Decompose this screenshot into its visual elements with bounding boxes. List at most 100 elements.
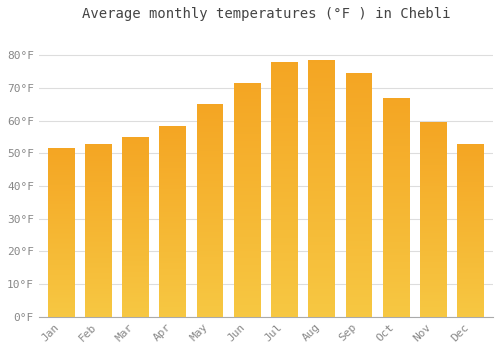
- Bar: [48, 174, 74, 175]
- Bar: [196, 217, 224, 219]
- Bar: [308, 86, 335, 88]
- Bar: [48, 160, 74, 162]
- Bar: [271, 304, 298, 307]
- Bar: [48, 244, 74, 246]
- Bar: [85, 282, 112, 284]
- Bar: [196, 174, 224, 176]
- Bar: [234, 228, 260, 230]
- Bar: [308, 96, 335, 99]
- Title: Average monthly temperatures (°F ) in Chebli: Average monthly temperatures (°F ) in Ch…: [82, 7, 450, 21]
- Bar: [160, 265, 186, 267]
- Bar: [458, 308, 484, 310]
- Bar: [271, 148, 298, 151]
- Bar: [383, 159, 409, 161]
- Bar: [271, 233, 298, 235]
- Bar: [85, 235, 112, 237]
- Bar: [308, 163, 335, 165]
- Bar: [196, 295, 224, 298]
- Bar: [383, 238, 409, 240]
- Bar: [196, 130, 224, 132]
- Bar: [85, 149, 112, 150]
- Bar: [458, 204, 484, 206]
- Bar: [160, 194, 186, 196]
- Bar: [346, 168, 372, 171]
- Bar: [420, 303, 447, 305]
- Bar: [122, 302, 149, 304]
- Bar: [196, 145, 224, 147]
- Bar: [48, 238, 74, 239]
- Bar: [458, 220, 484, 222]
- Bar: [458, 201, 484, 202]
- Bar: [160, 190, 186, 192]
- Bar: [458, 197, 484, 199]
- Bar: [420, 227, 447, 229]
- Bar: [160, 202, 186, 204]
- Bar: [234, 205, 260, 207]
- Bar: [346, 139, 372, 141]
- Bar: [420, 229, 447, 231]
- Bar: [196, 274, 224, 277]
- Bar: [383, 247, 409, 249]
- Bar: [122, 182, 149, 184]
- Bar: [196, 104, 224, 106]
- Bar: [234, 230, 260, 233]
- Bar: [271, 212, 298, 215]
- Bar: [48, 310, 74, 312]
- Bar: [346, 244, 372, 246]
- Bar: [48, 270, 74, 271]
- Bar: [196, 181, 224, 183]
- Bar: [420, 223, 447, 225]
- Bar: [160, 223, 186, 225]
- Bar: [308, 186, 335, 188]
- Bar: [122, 263, 149, 265]
- Bar: [346, 239, 372, 241]
- Bar: [458, 225, 484, 227]
- Bar: [234, 314, 260, 317]
- Bar: [308, 214, 335, 217]
- Bar: [346, 224, 372, 227]
- Bar: [383, 286, 409, 288]
- Bar: [234, 268, 260, 270]
- Bar: [383, 301, 409, 304]
- Bar: [383, 100, 409, 102]
- Bar: [48, 163, 74, 165]
- Bar: [383, 174, 409, 177]
- Bar: [122, 231, 149, 232]
- Bar: [48, 214, 74, 216]
- Bar: [85, 216, 112, 218]
- Bar: [122, 270, 149, 272]
- Bar: [85, 196, 112, 197]
- Bar: [383, 308, 409, 310]
- Bar: [196, 313, 224, 315]
- Bar: [196, 304, 224, 306]
- Bar: [85, 222, 112, 223]
- Bar: [383, 253, 409, 256]
- Bar: [308, 73, 335, 76]
- Bar: [308, 247, 335, 250]
- Bar: [234, 148, 260, 151]
- Bar: [308, 101, 335, 104]
- Bar: [420, 305, 447, 307]
- Bar: [346, 175, 372, 178]
- Bar: [85, 185, 112, 187]
- Bar: [346, 304, 372, 307]
- Bar: [122, 149, 149, 151]
- Bar: [420, 309, 447, 311]
- Bar: [383, 188, 409, 190]
- Bar: [85, 247, 112, 249]
- Bar: [48, 155, 74, 157]
- Bar: [122, 292, 149, 293]
- Bar: [85, 300, 112, 301]
- Bar: [308, 80, 335, 83]
- Bar: [458, 183, 484, 185]
- Bar: [271, 314, 298, 317]
- Bar: [85, 275, 112, 277]
- Bar: [458, 149, 484, 150]
- Bar: [122, 146, 149, 148]
- Bar: [346, 144, 372, 146]
- Bar: [308, 314, 335, 317]
- Bar: [196, 219, 224, 221]
- Bar: [196, 176, 224, 178]
- Bar: [420, 288, 447, 289]
- Bar: [234, 200, 260, 202]
